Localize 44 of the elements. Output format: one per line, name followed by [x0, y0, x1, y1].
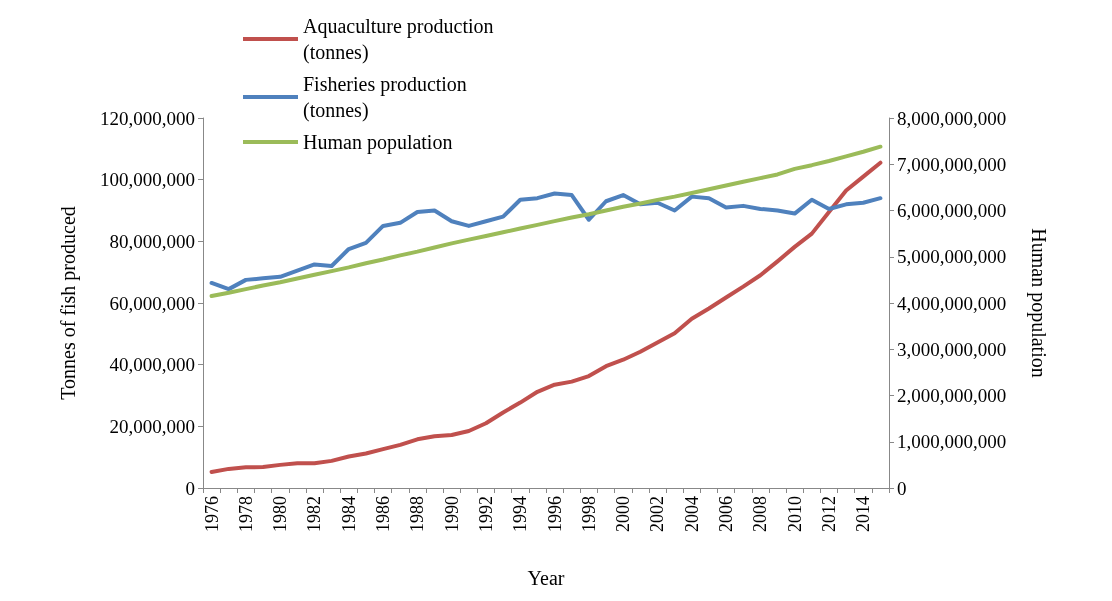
- y2-tick-label: 1,000,000,000: [897, 431, 1007, 453]
- x-tick-label: 1992: [475, 496, 496, 532]
- x-tick-label: 1976: [201, 496, 222, 532]
- y2-tick-label: 3,000,000,000: [897, 338, 1007, 360]
- y-tick-label: 100,000,000: [100, 169, 195, 191]
- x-axis-title: Year: [527, 567, 565, 589]
- y-tick-label: 120,000,000: [100, 107, 195, 129]
- legend-label: Fisheries production (tonnes): [303, 73, 472, 122]
- y2-tick-label: 2,000,000,000: [897, 385, 1007, 406]
- y-tick-label: 60,000,000: [109, 292, 195, 314]
- y-tick-label: 80,000,000: [109, 230, 195, 252]
- y-tick-label: 20,000,000: [109, 415, 195, 437]
- y2-tick-label: 6,000,000,000: [897, 200, 1007, 221]
- x-tick-label: 1978: [235, 496, 256, 532]
- y2-tick-label: 4,000,000,000: [897, 292, 1007, 314]
- x-tick-label: 1998: [578, 496, 599, 532]
- x-tick-label: 2004: [681, 496, 702, 532]
- line-series: [209, 191, 883, 292]
- x-tick-label: 1994: [510, 496, 531, 532]
- x-tick-label: 2008: [750, 496, 771, 532]
- x-tick-label: 2014: [853, 496, 874, 532]
- x-tick-label: 1996: [544, 496, 565, 532]
- y2-tick-label: 5,000,000,000: [897, 246, 1007, 268]
- y-axis-title: Tonnes of fish produced: [57, 206, 80, 400]
- y2-axis-title: Human population: [1027, 228, 1050, 378]
- x-tick-label: 1986: [373, 496, 394, 532]
- x-tick-label: 2002: [647, 496, 668, 532]
- x-tick-label: 2000: [613, 496, 634, 532]
- legend-label: Human population: [303, 131, 453, 154]
- x-tick-label: 1988: [407, 496, 428, 532]
- x-tick-label: 1984: [338, 496, 359, 532]
- x-tick-label: 2010: [784, 496, 805, 532]
- x-tick-label: 1982: [304, 496, 325, 532]
- y2-tick-label: 7,000,000,000: [897, 153, 1007, 175]
- y2-tick-label: 8,000,000,000: [897, 107, 1007, 129]
- y2-tick-label: 0: [897, 477, 907, 499]
- y-tick-label: 40,000,000: [109, 354, 195, 376]
- x-tick-label: 1990: [441, 496, 462, 532]
- legend-label: Aquaculture production (tonnes): [303, 15, 499, 64]
- x-tick-label: 2012: [818, 496, 839, 532]
- x-tick-label: 1980: [270, 496, 291, 532]
- line-series: [209, 160, 883, 474]
- y-tick-label: 0: [185, 477, 195, 499]
- x-tick-label: 2006: [716, 496, 737, 532]
